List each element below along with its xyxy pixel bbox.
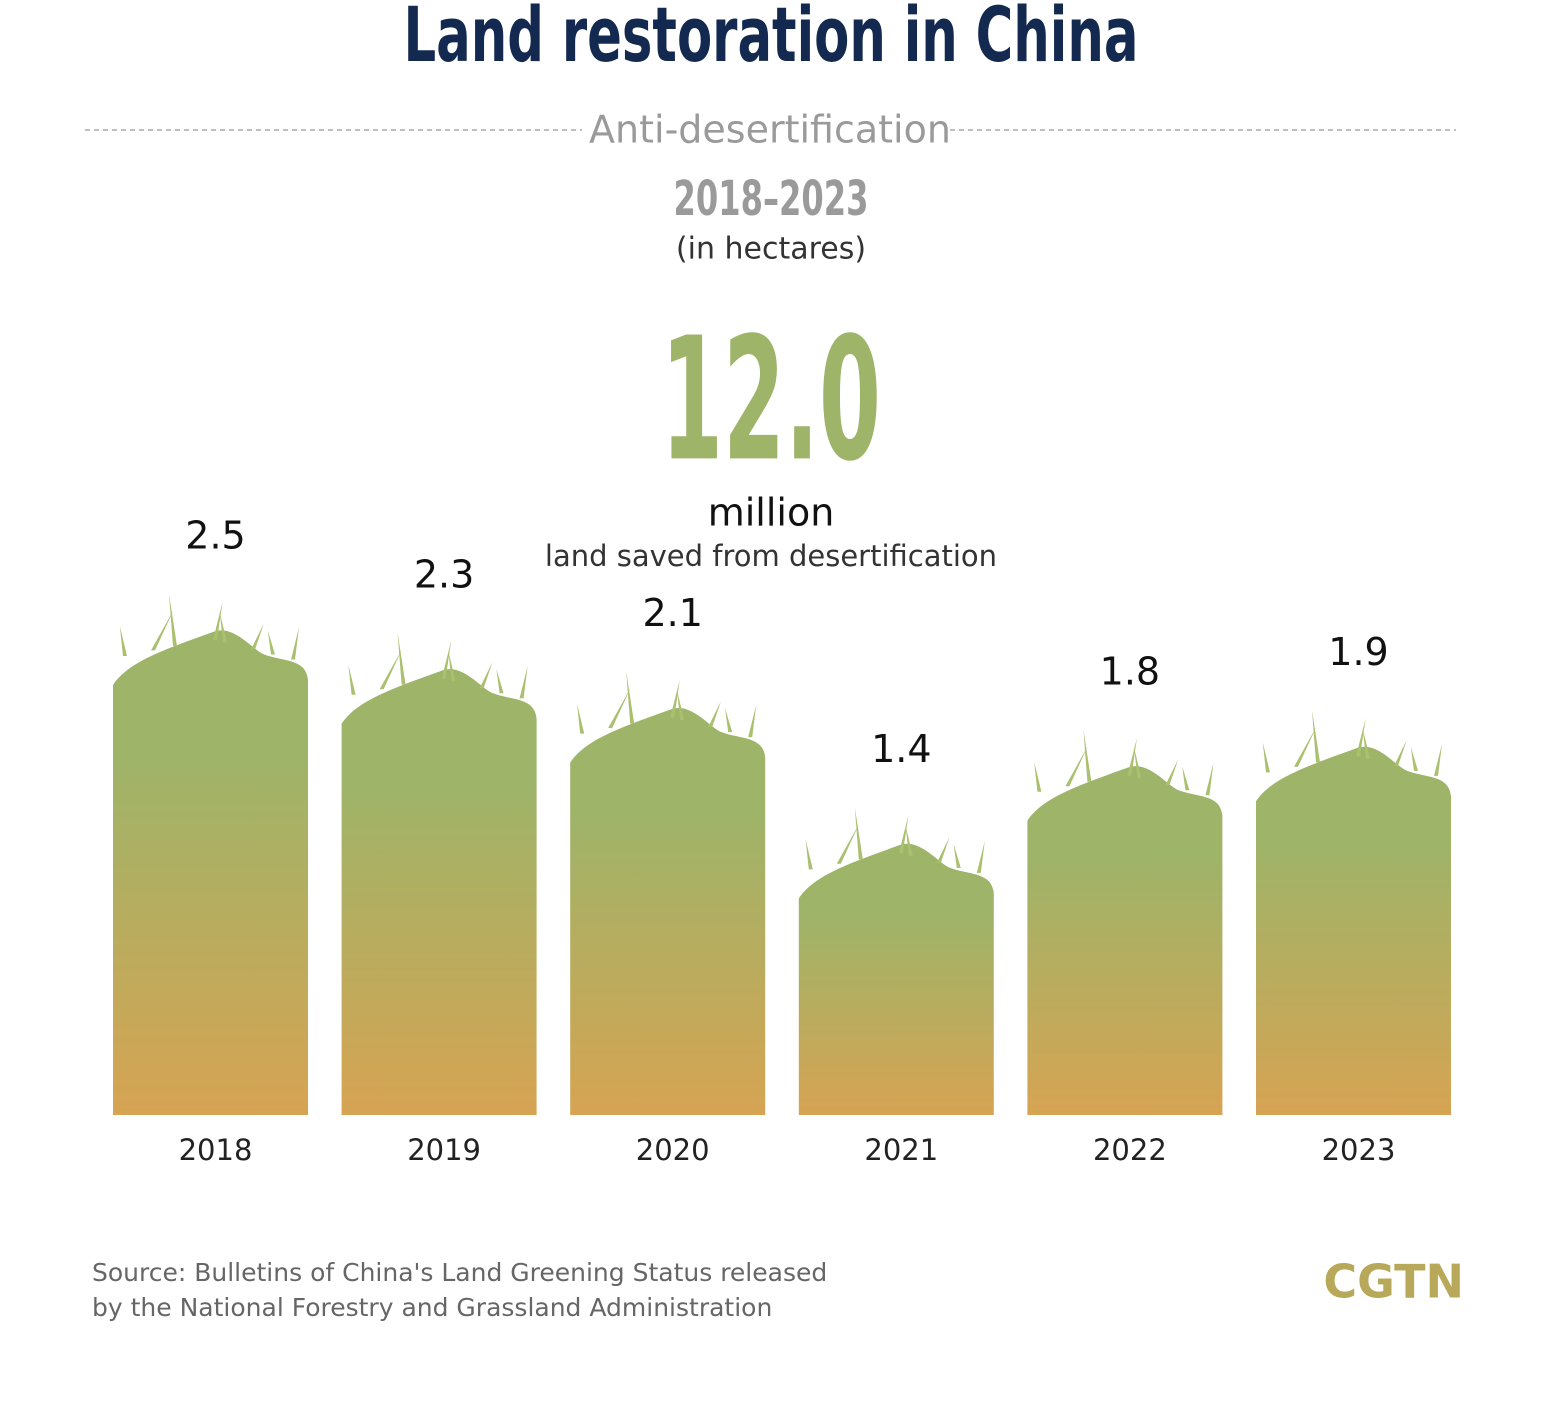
grass (1356, 718, 1366, 757)
grass (936, 836, 950, 863)
x-tick-label: 2019 (407, 1133, 481, 1167)
grass (267, 630, 275, 655)
total-unit: million (708, 491, 835, 535)
grass (496, 669, 504, 694)
grass (805, 839, 813, 870)
grass (1410, 746, 1418, 771)
total: 12.0 (661, 301, 881, 499)
bar (113, 630, 308, 1115)
grass (670, 679, 680, 718)
grass (1262, 742, 1270, 773)
grass (854, 807, 863, 860)
grass (119, 626, 127, 656)
unit: (in hectares) (676, 232, 866, 267)
grass (1083, 729, 1092, 782)
x-tick-label: 2020 (636, 1133, 710, 1167)
value-label: 1.4 (871, 727, 931, 771)
value-label: 2.3 (414, 552, 474, 596)
grass (1205, 763, 1214, 796)
grass (1034, 761, 1042, 792)
grass (251, 623, 264, 650)
value-label: 1.8 (1100, 649, 1160, 693)
grass (1434, 743, 1442, 776)
grass (1127, 737, 1137, 776)
grass (725, 708, 733, 733)
period: 2018–2023 (674, 171, 869, 227)
grass (677, 690, 685, 721)
grass (905, 825, 913, 856)
grass (577, 703, 585, 734)
bar (798, 843, 994, 1115)
source: Source: Bulletins of China's Land Greeni… (92, 1258, 827, 1287)
bar (341, 669, 537, 1115)
grass (976, 840, 985, 873)
grass (348, 664, 356, 695)
x-tick-label: 2018 (179, 1133, 253, 1167)
grass (1065, 746, 1088, 787)
grass (1362, 728, 1370, 759)
grass (519, 666, 528, 699)
total-caption: land saved from desertification (545, 539, 997, 573)
x-tick-label: 2021 (864, 1133, 938, 1167)
bar (1027, 766, 1223, 1115)
bar (1256, 746, 1451, 1115)
value-label: 2.5 (185, 514, 245, 558)
grass (291, 627, 299, 660)
grass (748, 705, 757, 738)
chart-title: Land restoration in China (404, 0, 1139, 79)
grass (1182, 766, 1190, 791)
grass (1394, 739, 1407, 766)
grass (1294, 726, 1317, 767)
value-label: 2.1 (642, 591, 702, 635)
grass (836, 823, 860, 864)
grass (219, 612, 227, 643)
grass (626, 671, 635, 724)
bar (570, 707, 766, 1115)
grass (479, 662, 493, 689)
grass (379, 649, 402, 690)
grass (169, 594, 177, 646)
logo: CGTN (1323, 1255, 1464, 1309)
subtitle: Anti-desertification (589, 108, 951, 152)
value-label: 1.9 (1328, 630, 1388, 674)
grass (213, 602, 223, 640)
x-tick-label: 2023 (1322, 1133, 1396, 1167)
grass (441, 640, 452, 679)
grass (151, 610, 174, 651)
grass (397, 632, 406, 685)
grass (708, 701, 721, 728)
grass (1165, 759, 1179, 786)
grass (898, 815, 909, 854)
source: by the National Forestry and Grassland A… (92, 1293, 772, 1322)
grass (608, 688, 631, 728)
grass (448, 651, 456, 682)
x-tick-label: 2022 (1093, 1133, 1167, 1167)
grass (1312, 710, 1320, 763)
grass (953, 843, 961, 868)
grass (1134, 748, 1142, 779)
